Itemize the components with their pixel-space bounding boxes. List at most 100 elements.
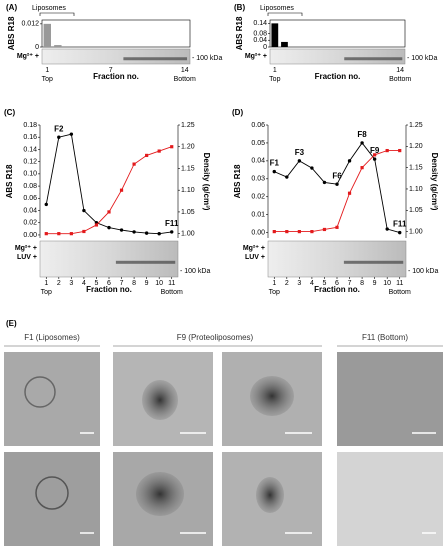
annotation-bracket xyxy=(39,12,75,16)
y-axis-label: ABS R18 xyxy=(233,164,242,198)
bar xyxy=(281,41,288,47)
point xyxy=(297,230,301,234)
y-tick-label: 0.14 xyxy=(23,146,37,153)
y2-axis-label: Density (g/cm³) xyxy=(202,153,211,211)
bar xyxy=(54,45,62,47)
point xyxy=(385,227,389,231)
y-tick-label: 0.06 xyxy=(251,122,265,129)
point xyxy=(385,148,389,153)
y2-tick-label: 1.25 xyxy=(409,122,423,129)
x-tick-label: 3 xyxy=(297,280,301,287)
x-end-label: Bottom xyxy=(389,289,411,296)
gel-band xyxy=(343,260,404,264)
point xyxy=(310,230,314,234)
series-line xyxy=(274,150,400,233)
y-tick-label: 0 xyxy=(35,44,39,51)
gel-lane-label: LUV + xyxy=(17,254,37,261)
x-start-label: Top xyxy=(269,76,280,83)
annotation: Liposomes xyxy=(260,5,294,12)
column-caption: F11 (Bottom) xyxy=(362,333,408,342)
y-tick-label: 0.02 xyxy=(251,194,265,201)
x-axis-label: Fraction no. xyxy=(86,285,132,294)
gel-marker-label: - 100 kDa xyxy=(192,55,222,62)
y-tick-label: 0.06 xyxy=(23,195,37,202)
plot-frame xyxy=(41,19,191,48)
gel-strip xyxy=(39,240,179,278)
point xyxy=(322,180,327,185)
x-end-label: Bottom xyxy=(174,76,196,83)
x-tick-label: 1 xyxy=(272,280,276,287)
point xyxy=(322,227,327,232)
x-tick-label: 10 xyxy=(383,280,391,287)
bar xyxy=(271,23,279,47)
point xyxy=(347,159,352,163)
panel-label: (D) xyxy=(232,108,243,117)
point xyxy=(297,159,302,163)
point xyxy=(373,153,377,157)
x-tick-label: 5 xyxy=(95,280,99,287)
panel-label: (E) xyxy=(6,319,17,328)
x-tick-label: 3 xyxy=(69,280,73,287)
y-tick-label: 0.04 xyxy=(253,37,267,44)
point xyxy=(145,153,149,158)
y-tick-label: 0.012 xyxy=(21,21,39,28)
panel-label: (B) xyxy=(234,3,245,12)
x-tick-label: 1 xyxy=(273,67,277,74)
point xyxy=(360,141,364,145)
point xyxy=(398,148,402,153)
x-tick-label: 14 xyxy=(181,67,189,74)
x-end-label: Bottom xyxy=(389,76,411,83)
x-start-label: Top xyxy=(269,289,280,296)
y-tick-label: 0.00 xyxy=(23,232,37,239)
point xyxy=(119,188,124,192)
annotation: Liposomes xyxy=(32,5,66,12)
x-tick-label: 5 xyxy=(323,280,327,287)
point xyxy=(398,230,402,235)
point xyxy=(69,132,74,136)
x-tick-label: 10 xyxy=(155,280,163,287)
gel-lane-label: LUV + xyxy=(245,254,265,261)
gel-lane-label: Mg²⁺ + xyxy=(245,53,267,60)
point xyxy=(310,166,314,170)
point xyxy=(372,157,377,161)
gel-lane-label: Mg²⁺ + xyxy=(243,245,265,252)
x-end-label: Bottom xyxy=(161,289,183,296)
y-tick-label: 0.08 xyxy=(23,183,37,190)
axis-line xyxy=(267,125,407,238)
y-tick-label: 0.03 xyxy=(251,176,265,183)
y2-tick-label: 1.00 xyxy=(181,230,195,237)
point-label: F8 xyxy=(357,130,367,139)
point xyxy=(157,232,161,236)
x-axis-label: Fraction no. xyxy=(315,72,361,81)
point-label: F11 xyxy=(393,220,407,229)
point xyxy=(335,182,339,186)
point xyxy=(170,230,174,234)
series-line xyxy=(274,142,400,234)
y-tick-label: 0.12 xyxy=(23,158,37,165)
point xyxy=(360,166,364,170)
y2-tick-label: 1.05 xyxy=(181,209,195,216)
y-axis-label: ABS R18 xyxy=(235,16,244,50)
gel-marker-label: - 100 kDa xyxy=(408,268,438,275)
y-tick-label: 0.02 xyxy=(23,220,37,227)
y-tick-label: 0 xyxy=(263,44,267,51)
point xyxy=(44,232,48,236)
y-tick-label: 0.00 xyxy=(251,229,265,236)
x-tick-label: 9 xyxy=(373,280,377,287)
point-label: F2 xyxy=(54,124,64,133)
y2-tick-label: 1.20 xyxy=(181,144,195,151)
x-axis-label: Fraction no. xyxy=(314,285,360,294)
point xyxy=(272,169,276,174)
gel-band xyxy=(115,260,176,264)
y2-tick-label: 1.00 xyxy=(409,228,423,235)
plot-frame xyxy=(269,19,406,48)
point-label: F9 xyxy=(370,146,380,155)
y-tick-label: 0.10 xyxy=(23,171,37,178)
gel-marker-label: - 100 kDa xyxy=(407,55,437,62)
gel-strip xyxy=(269,48,406,65)
point xyxy=(82,229,86,234)
x-tick-label: 6 xyxy=(107,280,111,287)
point xyxy=(132,230,136,234)
x-tick-label: 11 xyxy=(396,280,403,287)
x-axis-label: Fraction no. xyxy=(93,72,139,81)
